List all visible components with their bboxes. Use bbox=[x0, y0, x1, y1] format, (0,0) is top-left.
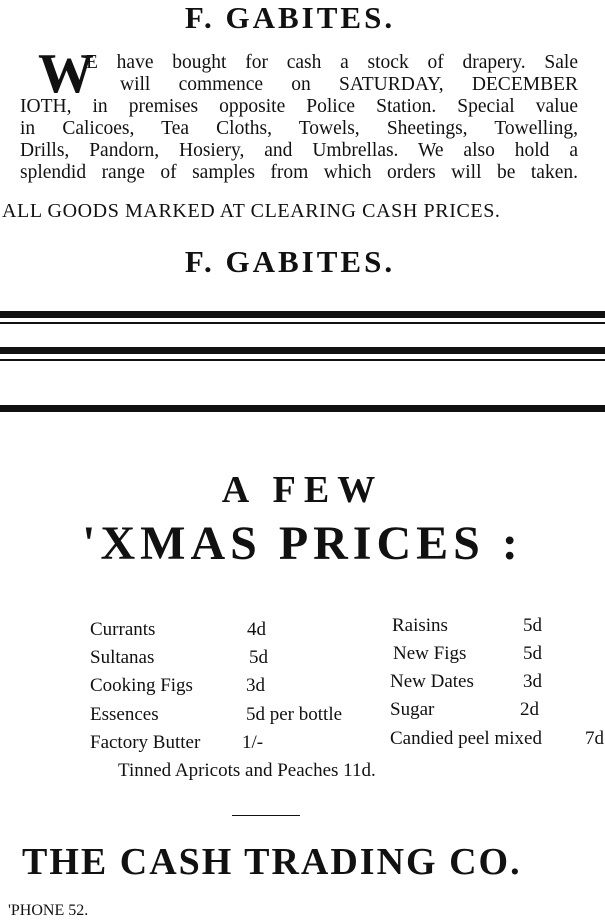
item-name: Sugar bbox=[390, 699, 435, 720]
item-price: 3d bbox=[246, 675, 265, 696]
item-name: New Figs bbox=[393, 643, 467, 664]
divider-rule bbox=[0, 347, 605, 354]
item-price: 3d bbox=[523, 671, 542, 692]
divider-rule bbox=[0, 322, 605, 324]
item-price: 2d bbox=[520, 699, 539, 720]
item-price: 5d bbox=[249, 647, 268, 668]
body-line: E have bought for cash a stock of draper… bbox=[86, 52, 578, 73]
ad1-body: W E have bought for cash a stock of drap… bbox=[20, 43, 578, 184]
divider-rule bbox=[0, 405, 605, 412]
item-price: 7d bbox=[585, 728, 604, 749]
ad1-notice: ALL GOODS MARKED AT CLEARING CASH PRICES… bbox=[2, 200, 501, 222]
item-name: Factory Butter bbox=[90, 732, 201, 753]
item-name: New Dates bbox=[390, 671, 474, 692]
body-line: in Calicoes, Tea Cloths, Towels, Sheetin… bbox=[20, 118, 578, 139]
footer-item: Tinned Apricots and Peaches 11d. bbox=[118, 760, 376, 781]
ad2-heading-line2: 'XMAS PRICES : bbox=[82, 517, 523, 570]
ad1-title: F. GABITES. bbox=[184, 0, 396, 35]
ad1-signature: F. GABITES. bbox=[184, 244, 396, 279]
item-price: 5d bbox=[523, 643, 542, 664]
item-name: Raisins bbox=[392, 615, 448, 636]
body-line: splendid range of samples from which ord… bbox=[20, 162, 578, 183]
body-line: Drills, Pandorn, Hosiery, and Umbrellas.… bbox=[20, 140, 578, 161]
item-price: 4d bbox=[247, 619, 266, 640]
item-name: Essences bbox=[90, 704, 159, 725]
item-price: 1/- bbox=[242, 732, 264, 753]
divider-rule bbox=[0, 359, 605, 361]
body-line: will commence on SATURDAY, DECEMBER bbox=[120, 74, 578, 95]
company-name: THE CASH TRADING CO. bbox=[22, 841, 522, 883]
item-price: 5d bbox=[523, 615, 542, 636]
drop-cap: W bbox=[38, 43, 94, 105]
phone-number: 'PHONE 52. bbox=[8, 902, 89, 919]
item-name: Cooking Figs bbox=[90, 675, 193, 696]
short-rule bbox=[232, 815, 300, 816]
ad2-heading-line1: A FEW bbox=[221, 469, 384, 511]
item-price: 5d per bottle bbox=[246, 704, 343, 725]
item-name: Currants bbox=[90, 619, 156, 640]
item-name: Candied peel mixed bbox=[390, 728, 542, 749]
body-line: IOTH, in premises opposite Police Statio… bbox=[20, 96, 578, 117]
item-name: Sultanas bbox=[90, 647, 155, 668]
divider-rule bbox=[0, 311, 605, 318]
